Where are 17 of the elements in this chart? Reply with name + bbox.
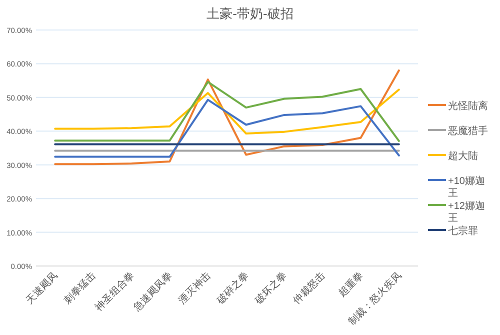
x-tick-label: 破坏之拳 [252, 270, 290, 308]
x-tick-label: 破碎之拳 [214, 270, 252, 308]
x-tick-label: 超重拳 [336, 270, 366, 300]
line-series [54, 69, 400, 166]
chart-title: 土豪-带奶-破招 [206, 6, 294, 21]
line-series [54, 98, 400, 158]
legend-label: 超大陆 [448, 150, 478, 162]
x-tick-label: 仲裁怒击 [290, 270, 328, 306]
legend-label: 光怪陆离 [448, 100, 488, 112]
legend-label: 恶魔猎手 [447, 125, 488, 137]
legend-label: +10娜迦王 [448, 175, 485, 199]
line-series [54, 88, 400, 135]
legend-label: 七宗罪 [448, 225, 478, 237]
x-tick-label: 天速飓风 [23, 270, 60, 306]
line-series [54, 80, 400, 142]
x-tick-label: 湮灭神击 [176, 270, 214, 306]
legend-label: +12娜迦王 [448, 200, 485, 224]
